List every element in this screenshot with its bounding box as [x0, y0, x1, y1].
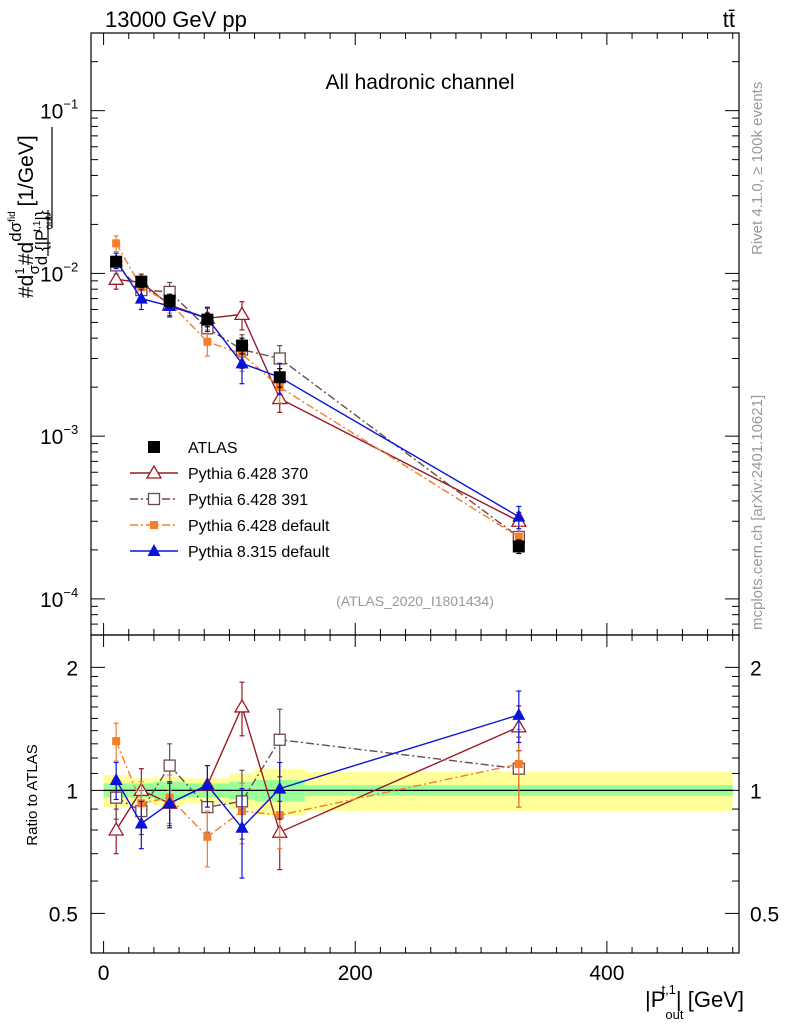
- axes: 0 200 400 10−4 10−3 10−2 10−1 0.5 0.5 1 1 2 2: [40, 33, 779, 985]
- ylabel-part: |}: [32, 210, 51, 220]
- ratio-y-tick-label-right: 1: [750, 780, 762, 803]
- legend-item-py391: Pythia 6.428 391: [130, 492, 308, 509]
- xlabel-part: |P: [645, 987, 665, 1012]
- data-point-py6def: [203, 337, 212, 346]
- legend: ATLAS Pythia 6.428 370 Pythia 6.428 391 Pyt…: [130, 440, 330, 561]
- ratio-point-py8def: [163, 796, 177, 809]
- xlabel-part: | [GeV]: [676, 987, 744, 1012]
- ylabel-part: fid: [7, 211, 18, 222]
- ratio-panel-frame: [90, 634, 740, 954]
- ylabel-part: 1: [12, 267, 27, 274]
- x-tick-label: 200: [338, 962, 373, 985]
- data-point-py8def: [235, 356, 249, 369]
- ratio-line-py370: [115, 704, 520, 834]
- data-point-py6def: [112, 239, 121, 248]
- legend-marker-py370: [145, 464, 163, 479]
- legend-label-py8def: Pythia 8.315 default: [188, 544, 330, 561]
- ratio-point-py8def: [273, 781, 287, 794]
- legend-marker-atlas: [148, 441, 160, 453]
- ratio-point-py370: [108, 821, 125, 836]
- x-tick-label: 400: [589, 962, 624, 985]
- mcplots-label: mcplots.cern.ch [arXiv:2401.10621]: [749, 395, 766, 630]
- series-py6def: [112, 235, 523, 551]
- ratio-y-tick-label-right: 2: [750, 657, 762, 680]
- ylabel-part: d {|P: [32, 230, 51, 266]
- ratio-point-py391: [273, 733, 286, 746]
- ratio-point-py8def: [134, 816, 148, 829]
- legend-marker-py391: [147, 492, 161, 506]
- legend-label-py370: Pythia 6.428 370: [188, 466, 308, 483]
- ylabel-part: σ: [26, 264, 43, 274]
- ratio-y-tick-label: 2: [66, 657, 78, 680]
- data-point-py8def: [134, 291, 148, 304]
- process-label: tt̄: [723, 7, 735, 32]
- ratio-uncertainty-band: [103, 768, 733, 816]
- series-line-py8def: [115, 260, 520, 518]
- main-series: [108, 235, 527, 555]
- data-point-py370: [108, 271, 125, 285]
- legend-item-py8def: Pythia 8.315 default: [130, 544, 330, 561]
- data-point-py8def: [512, 509, 526, 522]
- ylabel-part: out: [44, 216, 55, 230]
- legend-marker-py6def: [150, 521, 158, 529]
- ylabel-part: #d: [15, 275, 38, 298]
- data-point-py391: [273, 352, 286, 365]
- ratio-series: [108, 681, 527, 879]
- series-atlas: [110, 255, 525, 555]
- series-line-py370: [116, 278, 520, 522]
- y-tick-label: 10−3: [40, 422, 78, 449]
- ratio-point-py8def: [200, 778, 214, 791]
- ylabel-part: dσ: [6, 221, 25, 241]
- legend-item-py370: Pythia 6.428 370: [130, 464, 308, 483]
- ratio-y-tick-label: 0.5: [49, 903, 78, 926]
- ratio-y-tick-label: 1: [66, 780, 78, 803]
- data-point-atlas: [512, 540, 525, 553]
- data-point-py6def: [514, 533, 523, 542]
- ratio-point-py6def: [203, 832, 212, 841]
- legend-label-py391: Pythia 6.428 391: [188, 492, 308, 509]
- ratio-point-py8def: [109, 773, 123, 786]
- legend-label-atlas: ATLAS: [188, 440, 238, 457]
- ratio-point-py8def: [235, 820, 249, 833]
- y-tick-label: 10−4: [40, 585, 78, 612]
- data-point-py370: [233, 306, 251, 321]
- data-point-atlas: [110, 255, 123, 268]
- ratio-y-axis-label: Ratio to ATLAS: [24, 744, 41, 845]
- data-point-atlas: [163, 294, 176, 307]
- rivet-version-label: Rivet 4.1.0, ≥ 100k events: [749, 82, 766, 255]
- y-tick-label: 10−1: [40, 97, 78, 124]
- xlabel-part: t,1: [661, 982, 675, 997]
- svg-text:#d1σ#ddσfidd {|Poutt,1|}[1/GeV: #d1σ#ddσfidd {|Poutt,1|}[1/GeV]: [6, 135, 55, 298]
- ratio-y-tick-label-right: 0.5: [750, 903, 779, 926]
- ylabel-part: t,1: [32, 220, 43, 232]
- xlabel-part: out: [665, 1007, 683, 1022]
- ylabel-part: #d: [15, 242, 38, 265]
- ratio-point-py391: [163, 759, 176, 772]
- legend-item-py6def: Pythia 6.428 default: [130, 518, 330, 535]
- legend-label-py6def: Pythia 6.428 default: [188, 518, 330, 535]
- x-tick-label: 0: [98, 962, 110, 985]
- data-point-atlas: [273, 371, 286, 384]
- data-point-atlas: [135, 275, 148, 288]
- data-point-atlas: [201, 313, 214, 326]
- analysis-id: (ATLAS_2020_I1801434): [336, 593, 494, 609]
- ratio-point-py6def: [112, 737, 121, 746]
- ratio-point-py370: [233, 698, 251, 713]
- channel-label: All hadronic channel: [325, 71, 514, 94]
- ylabel-part: [1/GeV]: [15, 135, 38, 206]
- ratio-point-py6def: [514, 760, 523, 769]
- x-axis-label: |Pout t,1| [GeV]: [645, 982, 744, 1022]
- series-line-py6def: [115, 242, 520, 538]
- ratio-series-py8def: [109, 690, 526, 879]
- ratio-point-py8def: [512, 707, 526, 720]
- legend-item-atlas: ATLAS: [148, 440, 238, 457]
- legend-marker-py8def: [147, 544, 161, 556]
- y-tick-label: 10−2: [40, 259, 78, 286]
- data-point-atlas: [235, 339, 248, 352]
- energy-label: 13000 GeV pp: [105, 7, 247, 32]
- series-line-py391: [115, 264, 520, 538]
- main-y-axis-label: #d1σ#ddσfidd {|Poutt,1|}[1/GeV]: [6, 135, 55, 298]
